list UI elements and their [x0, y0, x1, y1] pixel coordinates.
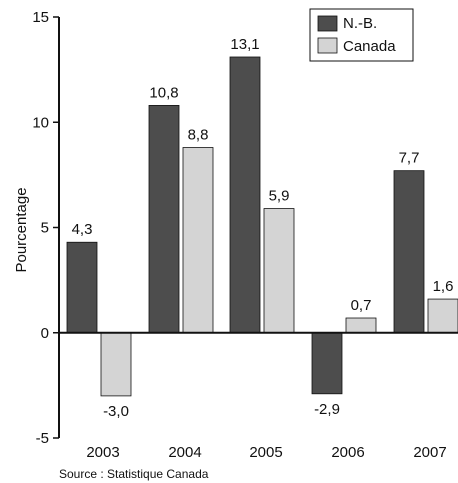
legend: N.-B. Canada — [309, 8, 414, 62]
data-label: 4,3 — [72, 221, 93, 238]
legend-swatch-canada — [317, 37, 338, 54]
data-label: 1,6 — [433, 278, 454, 295]
data-label: -2,9 — [314, 401, 340, 418]
data-label: 8,8 — [188, 127, 209, 144]
y-tick-label: -5 — [36, 430, 49, 447]
y-tick-label: 5 — [41, 220, 49, 237]
bar-nb-2003 — [66, 241, 98, 334]
x-tick-label: 2007 — [413, 444, 446, 461]
bar-nb-2005 — [229, 56, 261, 334]
bar-canada-2006 — [345, 317, 377, 334]
data-label: 13,1 — [230, 36, 259, 53]
bar-nb-2004 — [148, 105, 180, 334]
legend-swatch-nb — [317, 15, 338, 32]
source-note: Source : Statistique Canada — [59, 467, 209, 481]
bar-nb-2007 — [393, 170, 425, 334]
bar-canada-2007 — [427, 298, 458, 334]
y-tick-label: 0 — [41, 325, 49, 342]
x-axis-ticks: 2003 2004 2005 2006 2007 — [86, 444, 446, 461]
bar-nb-2006 — [311, 332, 343, 395]
y-axis-ticks: -5 0 5 10 15 — [32, 9, 59, 447]
data-label: 5,9 — [269, 188, 290, 205]
y-axis-label: Pourcentage — [13, 187, 30, 272]
x-tick-label: 2005 — [249, 444, 282, 461]
y-tick-label: 10 — [32, 114, 49, 131]
bars — [66, 56, 458, 397]
bar-canada-2005 — [263, 208, 295, 334]
x-tick-label: 2004 — [168, 444, 201, 461]
bar-canada-2003 — [100, 332, 132, 397]
x-tick-label: 2003 — [86, 444, 119, 461]
data-labels: 4,3 10,8 13,1 -2,9 7,7 -3,0 8,8 5,9 0,7 1,6 — [72, 36, 454, 420]
y-tick-label: 15 — [32, 9, 49, 26]
data-label: 7,7 — [399, 150, 420, 167]
bar-canada-2004 — [182, 147, 214, 334]
data-label: 0,7 — [351, 297, 372, 314]
x-tick-label: 2006 — [331, 444, 364, 461]
data-label: 10,8 — [149, 84, 178, 101]
legend-label-canada: Canada — [343, 38, 396, 55]
legend-label-nb: N.-B. — [343, 15, 377, 32]
data-label: -3,0 — [103, 403, 129, 420]
